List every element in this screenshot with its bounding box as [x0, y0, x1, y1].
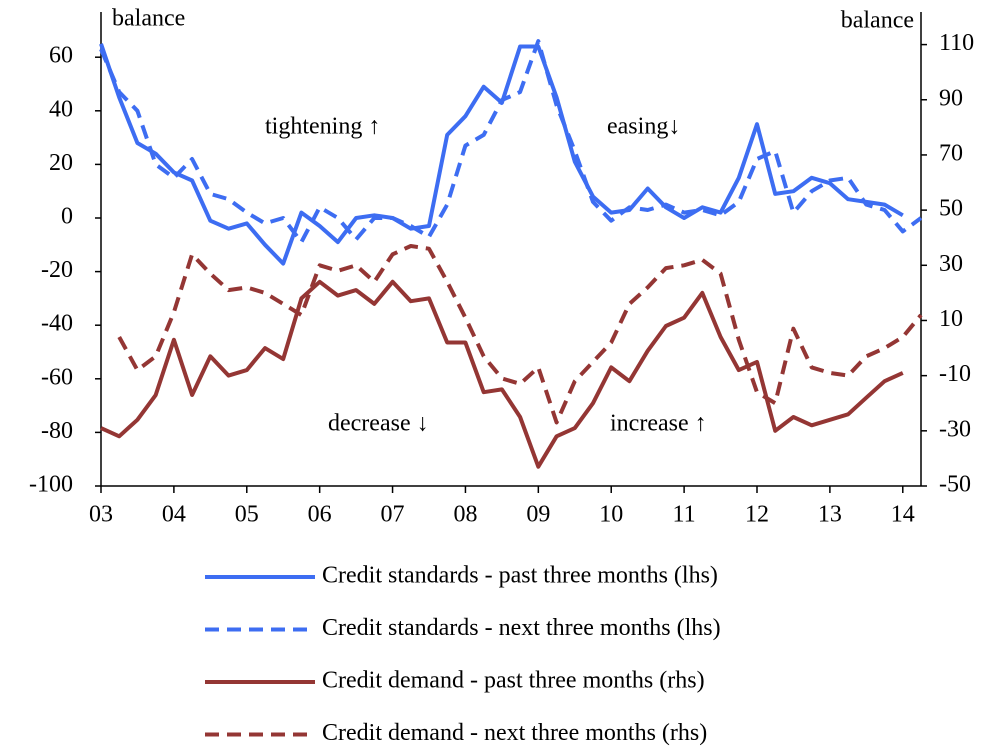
x-tick-label: 04 [162, 502, 186, 528]
legend-label: Credit standards - past three months (lh… [322, 563, 718, 589]
y2-tick-label: 50 [939, 196, 963, 222]
x-tick-label: 08 [453, 502, 477, 528]
y2-tick-label: 110 [939, 30, 974, 56]
series-line [99, 39, 923, 245]
series-line [117, 244, 923, 425]
y-tick-label: -80 [41, 418, 73, 444]
x-tick-label: 03 [89, 502, 113, 528]
annotation: decrease ↓ [328, 411, 429, 437]
legend-label: Credit demand - next three months (rhs) [322, 720, 707, 746]
x-tick-label: 06 [308, 502, 332, 528]
y-tick-label: -20 [41, 257, 73, 283]
y-tick-label: 60 [49, 43, 73, 69]
y-tick-label: 40 [49, 96, 73, 122]
y2-tick-label: -30 [939, 416, 971, 442]
y-tick-label: -60 [41, 364, 73, 390]
x-tick-label: 09 [526, 502, 550, 528]
annotation: easing↓ [607, 114, 680, 140]
y2-tick-label: 10 [939, 306, 963, 332]
y2-tick-label: 70 [939, 140, 963, 166]
x-tick-label: 14 [891, 502, 915, 528]
x-tick-label: 12 [745, 502, 769, 528]
y-tick-label: -40 [41, 311, 73, 337]
x-tick-label: 10 [599, 502, 623, 528]
x-tick-label: 07 [381, 502, 405, 528]
annotation: tightening ↑ [265, 114, 380, 140]
y2-tick-label: 30 [939, 251, 963, 277]
y-tick-label: 0 [61, 204, 73, 230]
y2-tick-label: 90 [939, 85, 963, 111]
legend-label: Credit demand - past three months (rhs) [322, 668, 705, 694]
x-tick-label: 05 [235, 502, 259, 528]
y-tick-label: -100 [29, 472, 73, 498]
y2-axis-label: balance [841, 8, 914, 34]
series-line [100, 279, 904, 469]
annotation: increase ↑ [610, 411, 707, 437]
y2-tick-label: -10 [939, 361, 971, 387]
x-tick-label: 13 [818, 502, 842, 528]
series-line [99, 43, 904, 266]
legend-label: Credit standards - next three months (lh… [322, 615, 721, 641]
y-axis-label: balance [112, 6, 185, 32]
y-tick-label: 20 [49, 150, 73, 176]
y2-tick-label: -50 [939, 472, 971, 498]
x-tick-label: 11 [673, 502, 696, 528]
